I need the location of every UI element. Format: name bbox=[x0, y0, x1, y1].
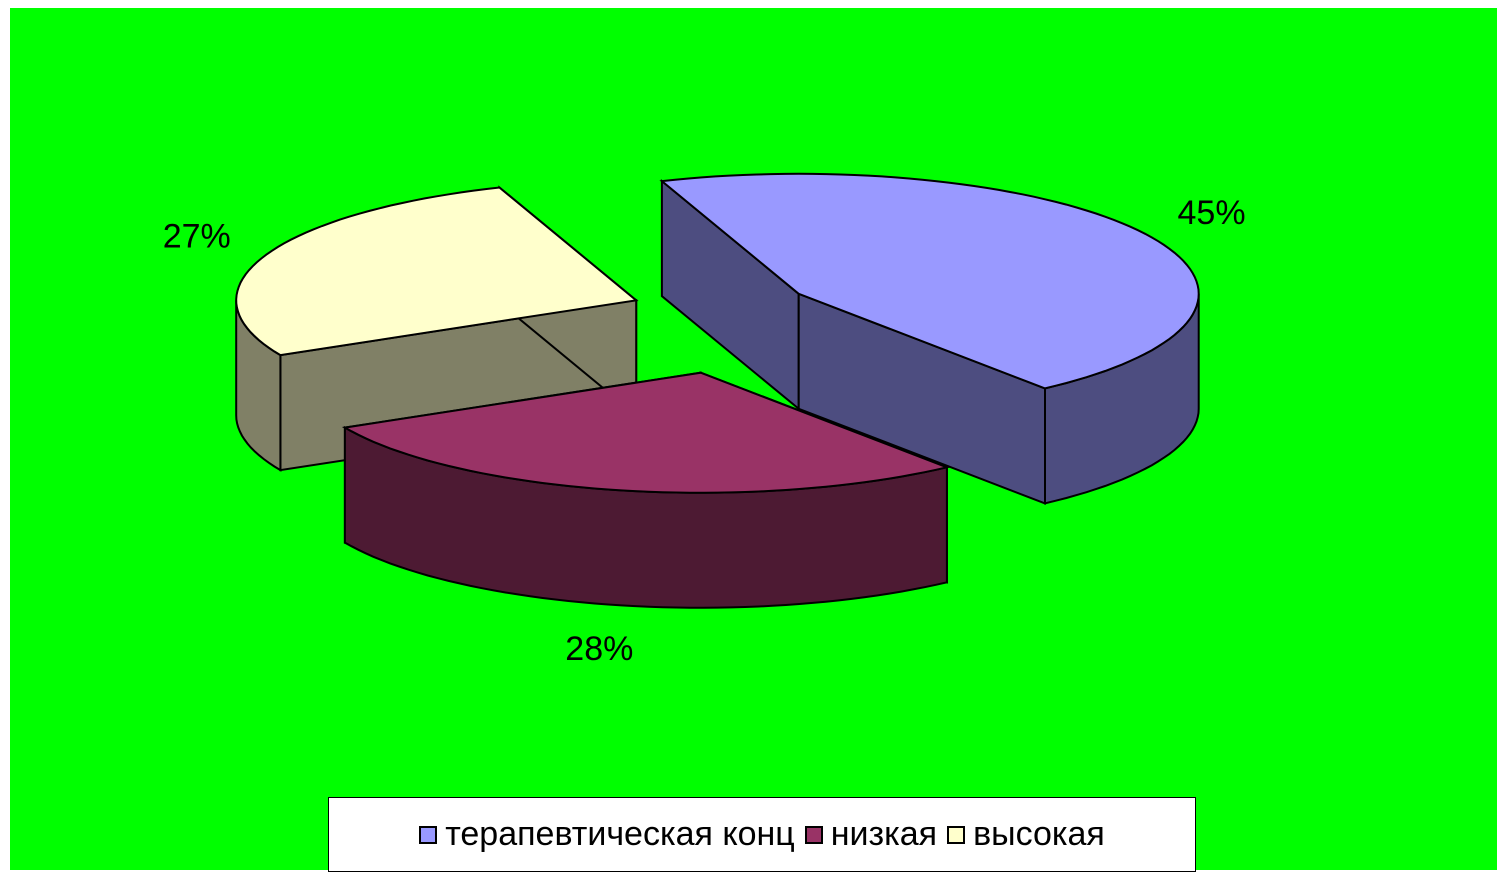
legend-item: низкая bbox=[804, 815, 938, 854]
legend-item: терапевтическая конц bbox=[419, 815, 795, 854]
legend-swatch bbox=[804, 825, 823, 844]
legend-label: высокая bbox=[973, 815, 1105, 853]
slice bbox=[235, 186, 639, 357]
legend-label: терапевтическая конц bbox=[445, 815, 795, 853]
slice bbox=[341, 371, 951, 494]
legend-swatch bbox=[947, 825, 966, 844]
legend-label: низкая bbox=[830, 815, 938, 853]
slice bbox=[341, 371, 951, 609]
legend: терапевтическая конц низкая высокая bbox=[328, 797, 1196, 872]
slice bbox=[659, 172, 1200, 390]
data-label: 27% bbox=[163, 218, 231, 256]
data-label: 28% bbox=[565, 630, 633, 668]
data-label: 45% bbox=[1178, 194, 1246, 232]
legend-item: высокая bbox=[947, 815, 1105, 854]
legend-swatch bbox=[419, 825, 438, 844]
slice bbox=[659, 172, 1200, 505]
